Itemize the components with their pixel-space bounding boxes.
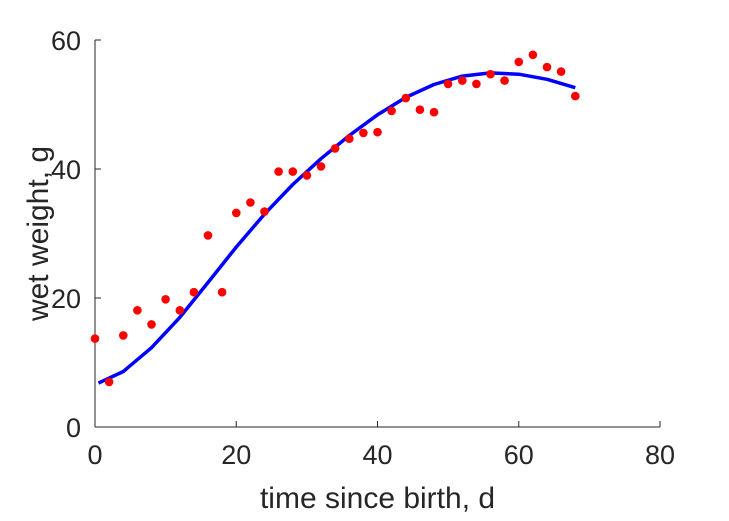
x-tick-label: 40	[362, 440, 392, 470]
data-point	[458, 76, 467, 85]
data-point	[246, 198, 255, 207]
x-tick-label: 80	[645, 440, 675, 470]
data-point	[556, 67, 566, 76]
data-point	[345, 134, 354, 143]
data-point	[330, 144, 340, 153]
x-tick-label: 0	[87, 440, 102, 470]
data-point	[119, 331, 128, 340]
x-tick-label: 60	[504, 440, 534, 470]
x-ticks: 0 20 40 60 80	[87, 421, 675, 470]
data-point	[274, 167, 283, 176]
data-point	[359, 128, 368, 138]
data-point	[104, 377, 114, 387]
x-tick-label: 20	[221, 440, 251, 470]
data-point	[175, 306, 185, 315]
data-point	[90, 334, 100, 343]
data-point	[316, 162, 326, 171]
data-point	[232, 208, 241, 218]
data-point	[133, 306, 142, 315]
data-point	[542, 62, 552, 72]
data-point	[161, 295, 170, 304]
data-point	[288, 167, 298, 176]
data-point	[302, 171, 312, 180]
y-tick-label: 40	[51, 155, 81, 185]
data-point	[500, 76, 509, 85]
data-point	[373, 127, 382, 137]
data-point	[571, 91, 580, 101]
data-point	[387, 106, 396, 116]
data-point	[401, 93, 411, 103]
series	[90, 50, 580, 387]
data-point	[415, 105, 425, 114]
fit-line	[97, 71, 576, 385]
data-point	[486, 69, 495, 79]
y-ticks: 0 20 40 60	[51, 26, 101, 443]
data-point	[472, 79, 481, 89]
data-point	[147, 320, 156, 329]
axes: 0 20 40 60 80 0 20 40 60	[51, 26, 675, 470]
data-point	[203, 231, 213, 240]
x-axis-label: time since birth, d	[260, 482, 495, 515]
data-point	[429, 107, 439, 117]
y-tick-label: 0	[66, 413, 81, 443]
data-point	[217, 287, 227, 297]
data-point	[528, 50, 538, 60]
y-tick-label: 60	[51, 26, 81, 56]
data-point	[189, 287, 199, 297]
y-tick-label: 20	[51, 284, 81, 314]
data-point	[260, 207, 269, 216]
y-axis-label: wet weight, g	[22, 146, 55, 322]
data-point	[514, 57, 524, 67]
data-point	[443, 79, 453, 89]
